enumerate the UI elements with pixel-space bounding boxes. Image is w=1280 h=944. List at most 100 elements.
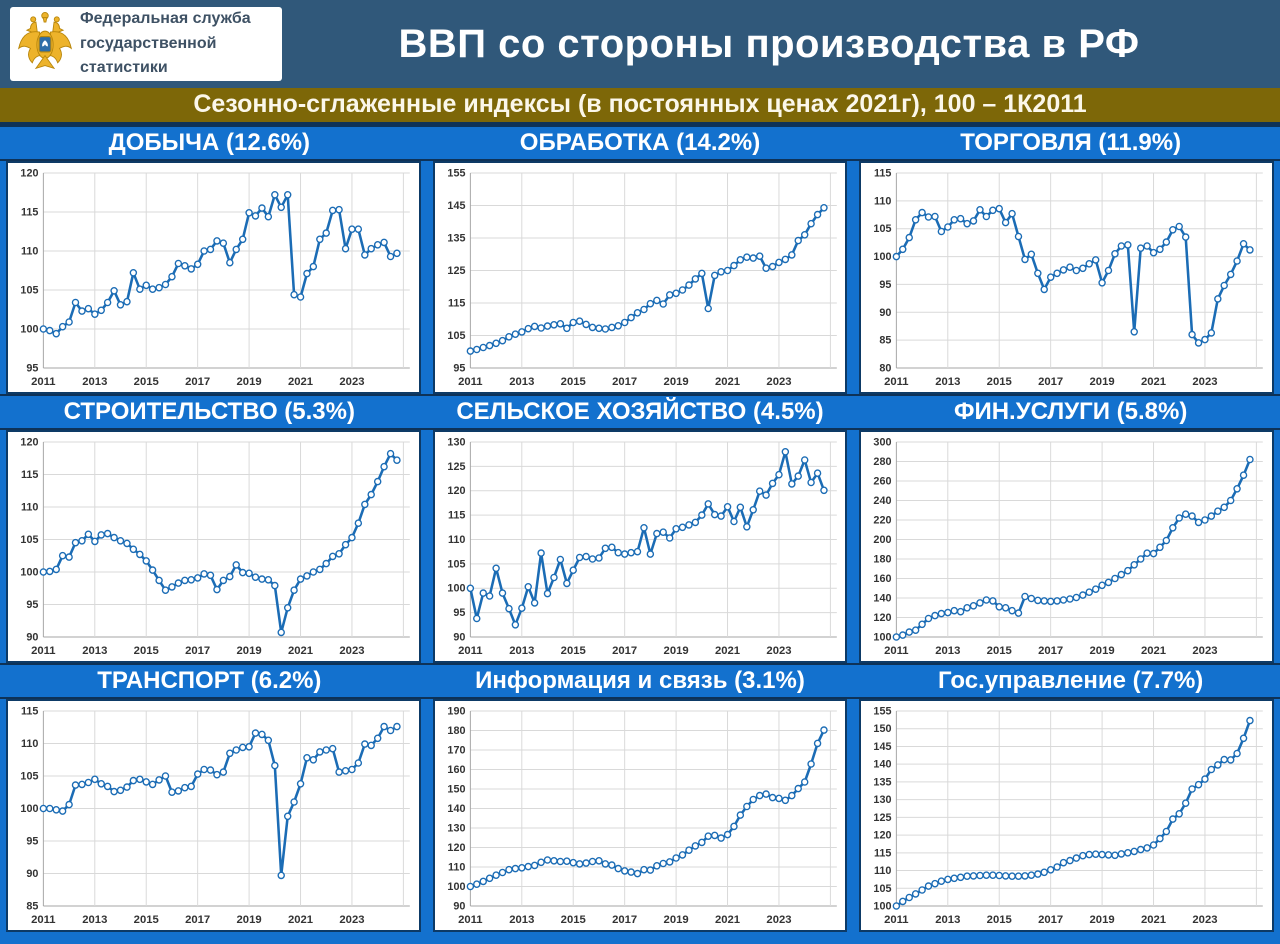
svg-text:2021: 2021 (715, 914, 741, 926)
svg-text:90: 90 (26, 868, 38, 880)
svg-text:145: 145 (447, 200, 465, 212)
svg-text:95: 95 (880, 279, 892, 291)
logo-line-1: Федеральная служба (80, 9, 251, 27)
svg-text:2017: 2017 (1038, 914, 1063, 926)
svg-text:2015: 2015 (560, 914, 586, 926)
svg-text:2013: 2013 (936, 914, 961, 926)
svg-text:220: 220 (874, 514, 892, 526)
svg-text:2011: 2011 (31, 645, 56, 657)
svg-text:2021: 2021 (288, 645, 314, 657)
svg-text:2013: 2013 (936, 645, 961, 657)
chart-panel-row: 85 90 95 100 105 110 115 2011 2013 2015 2017 2019 20… (0, 699, 1280, 932)
svg-text:110: 110 (448, 534, 465, 546)
svg-text:85: 85 (880, 335, 892, 347)
svg-text:2023: 2023 (339, 914, 364, 926)
svg-text:100: 100 (20, 566, 38, 578)
svg-text:2015: 2015 (134, 914, 160, 926)
svg-text:2021: 2021 (288, 376, 314, 388)
svg-text:2021: 2021 (1141, 376, 1167, 388)
svg-text:2023: 2023 (1193, 376, 1218, 388)
svg-text:260: 260 (874, 475, 892, 487)
svg-text:115: 115 (448, 510, 465, 522)
svg-text:105: 105 (20, 284, 38, 296)
svg-text:2017: 2017 (185, 376, 210, 388)
svg-text:140: 140 (874, 592, 892, 604)
svg-text:2017: 2017 (1038, 645, 1063, 657)
svg-text:110: 110 (448, 861, 465, 873)
svg-text:120: 120 (874, 830, 892, 842)
line-chart: 95 100 105 110 115 120 2011 2013 2015 2017 2019 202… (20, 167, 410, 388)
svg-text:90: 90 (26, 631, 38, 643)
chart-panel: 90 95 100 105 110 115 120 2011 2013 2015 2017 2019 2… (6, 430, 421, 663)
svg-text:115: 115 (21, 469, 38, 481)
chart-panel: 100 120 140 160 180 200 220 240 260 280 300 2011 201… (859, 430, 1274, 663)
svg-text:2023: 2023 (766, 914, 791, 926)
line-chart: 100 105 110 115 120 125 130 135 140 145 150 155 2011… (874, 705, 1264, 926)
svg-text:115: 115 (21, 705, 38, 717)
svg-text:2015: 2015 (987, 645, 1013, 657)
svg-text:105: 105 (447, 330, 465, 342)
svg-text:200: 200 (874, 534, 892, 546)
line-chart: 95 105 115 125 135 145 155 2011 2013 2015 2017 2019… (447, 167, 837, 388)
svg-text:130: 130 (447, 436, 465, 448)
svg-text:170: 170 (447, 744, 465, 756)
chart-title: Информация и связь (3.1%) (475, 667, 805, 694)
svg-text:2015: 2015 (560, 645, 586, 657)
svg-text:2019: 2019 (237, 376, 262, 388)
svg-text:110: 110 (21, 245, 38, 257)
svg-text:2023: 2023 (1193, 645, 1218, 657)
svg-text:100: 100 (874, 900, 892, 912)
charts-grid: ДОБЫЧА (12.6%) ОБРАБОТКА (14.2%) ТОРГОВЛЯ … (0, 125, 1280, 932)
svg-text:2015: 2015 (987, 914, 1013, 926)
svg-text:190: 190 (447, 705, 465, 717)
chart-title: СЕЛЬСКОЕ ХОЗЯЙСТВО (4.5%) (456, 398, 824, 425)
svg-text:155: 155 (447, 167, 465, 179)
svg-text:105: 105 (20, 534, 38, 546)
chart-title: ТРАНСПОРТ (6.2%) (97, 667, 322, 694)
logo-line-2: государственной статистики (80, 34, 217, 77)
svg-text:2015: 2015 (134, 376, 160, 388)
svg-text:110: 110 (21, 738, 38, 750)
chart-panel: 95 105 115 125 135 145 155 2011 2013 2015 2017 2019… (432, 161, 848, 394)
svg-text:2013: 2013 (509, 376, 534, 388)
svg-text:2013: 2013 (82, 914, 107, 926)
svg-text:2011: 2011 (884, 376, 909, 388)
svg-text:2019: 2019 (663, 645, 688, 657)
svg-text:140: 140 (874, 759, 892, 771)
svg-text:145: 145 (874, 741, 892, 753)
svg-text:2017: 2017 (185, 645, 210, 657)
svg-text:2017: 2017 (185, 914, 210, 926)
svg-text:95: 95 (26, 362, 38, 374)
svg-text:2023: 2023 (766, 645, 791, 657)
page-title: ВВП со стороны производства в РФ (398, 21, 1140, 66)
svg-text:120: 120 (447, 485, 465, 497)
chart-title: ТОРГОВЛЯ (11.9%) (960, 129, 1182, 156)
chart-panel-row: 90 95 100 105 110 115 120 2011 2013 2015 2017 2019 2… (0, 430, 1280, 663)
chart-title-row: ДОБЫЧА (12.6%) ОБРАБОТКА (14.2%) ТОРГОВЛЯ … (0, 125, 1280, 161)
svg-text:105: 105 (874, 883, 892, 895)
svg-text:2019: 2019 (237, 914, 262, 926)
chart-panel: 90 100 110 120 130 140 150 160 170 180 190 2011 2013… (432, 699, 848, 932)
svg-text:2015: 2015 (134, 645, 160, 657)
svg-text:2021: 2021 (1141, 645, 1167, 657)
svg-text:2017: 2017 (612, 645, 637, 657)
svg-text:2013: 2013 (82, 645, 107, 657)
svg-text:100: 100 (874, 631, 892, 643)
svg-text:95: 95 (26, 835, 38, 847)
chart-title: ОБРАБОТКА (14.2%) (519, 129, 761, 156)
svg-text:180: 180 (447, 725, 465, 737)
svg-text:105: 105 (874, 223, 892, 235)
chart-title: ДОБЫЧА (12.6%) (108, 129, 311, 156)
svg-text:135: 135 (447, 232, 465, 244)
svg-text:85: 85 (26, 900, 38, 912)
svg-text:90: 90 (453, 631, 465, 643)
chart-panel: 80 85 90 95 100 105 110 115 2011 2013 2015 2017 2019… (859, 161, 1274, 394)
chart-panel: 100 105 110 115 120 125 130 135 140 145 150 155 2011… (859, 699, 1274, 932)
svg-text:100: 100 (20, 803, 38, 815)
svg-text:2021: 2021 (715, 376, 741, 388)
svg-text:2019: 2019 (1090, 376, 1115, 388)
svg-text:2011: 2011 (458, 376, 483, 388)
line-chart: 90 95 100 105 110 115 120 125 130 2011 2013 2015 201… (447, 436, 837, 657)
svg-text:280: 280 (874, 456, 892, 468)
chart-panel: 85 90 95 100 105 110 115 2011 2013 2015 2017 2019 20… (6, 699, 421, 932)
